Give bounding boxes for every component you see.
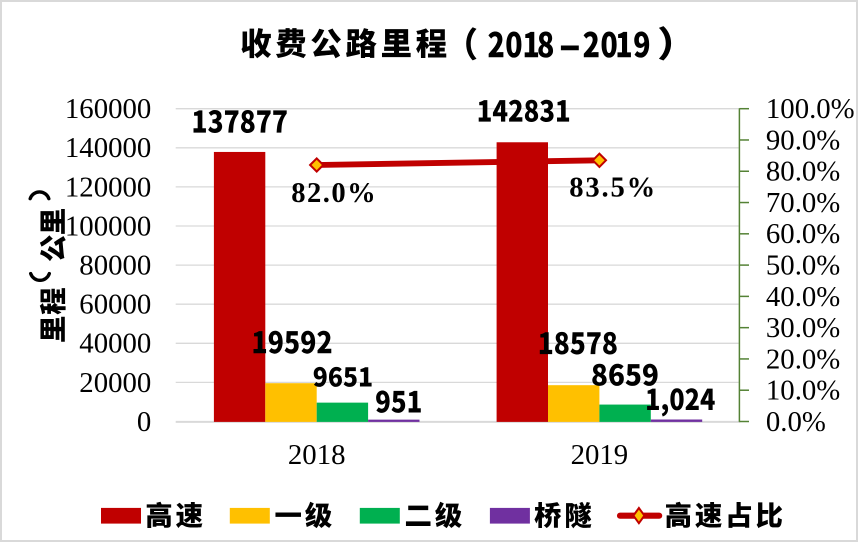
svg-text:60.0%: 60.0% xyxy=(766,218,840,250)
svg-text:2019: 2019 xyxy=(571,439,629,471)
svg-text:10.0%: 10.0% xyxy=(766,375,840,407)
svg-text:2018: 2018 xyxy=(288,439,346,471)
svg-text:80000: 80000 xyxy=(79,250,151,282)
svg-text:20.0%: 20.0% xyxy=(766,343,840,375)
svg-text:100000: 100000 xyxy=(65,210,151,242)
svg-text:30.0%: 30.0% xyxy=(766,312,840,344)
svg-text:40000: 40000 xyxy=(79,328,151,360)
svg-text:20000: 20000 xyxy=(79,367,151,399)
svg-text:120000: 120000 xyxy=(65,171,151,203)
svg-text:60000: 60000 xyxy=(79,289,151,321)
svg-text:70.0%: 70.0% xyxy=(766,187,840,219)
svg-text:83.5%: 83.5% xyxy=(569,172,655,203)
svg-text:50.0%: 50.0% xyxy=(766,250,840,282)
svg-text:100.0%: 100.0% xyxy=(766,93,855,125)
svg-text:40.0%: 40.0% xyxy=(766,281,840,313)
svg-text:0.0%: 0.0% xyxy=(766,406,826,438)
svg-text:80.0%: 80.0% xyxy=(766,156,840,188)
svg-text:160000: 160000 xyxy=(65,93,151,125)
svg-text:90.0%: 90.0% xyxy=(766,124,840,156)
svg-text:0: 0 xyxy=(137,406,151,438)
svg-text:140000: 140000 xyxy=(65,132,151,164)
svg-text:82.0%: 82.0% xyxy=(291,178,376,209)
